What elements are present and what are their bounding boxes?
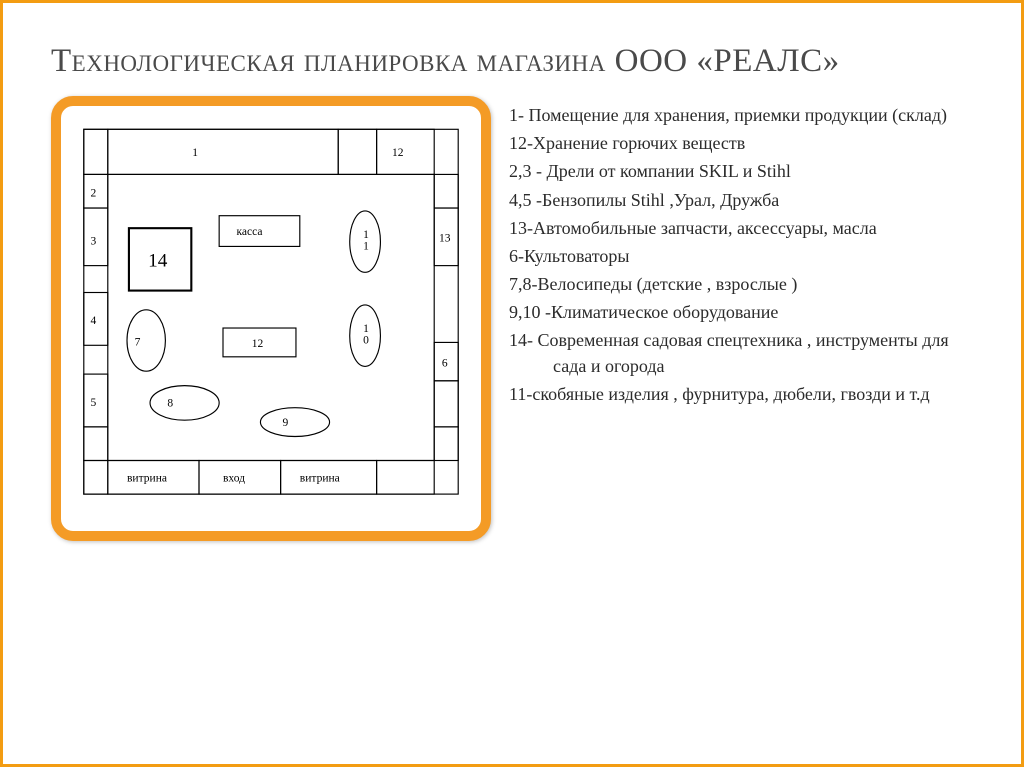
svg-text:2: 2 bbox=[91, 188, 97, 200]
legend: 1- Помещение для хранения, приемки проду… bbox=[509, 96, 973, 541]
legend-item: 9,10 -Климатическое оборудование bbox=[509, 299, 973, 325]
legend-item: 14- Современная садовая спецтехника , ин… bbox=[509, 327, 973, 379]
svg-text:витрина: витрина bbox=[300, 473, 340, 485]
legend-item: 4,5 -Бензопилы Stihl ,Урал, Дружба bbox=[509, 187, 973, 213]
svg-text:касса: касса bbox=[236, 226, 262, 238]
legend-item: 12-Хранение горючих веществ bbox=[509, 130, 973, 156]
svg-text:1: 1 bbox=[363, 241, 369, 253]
svg-text:вход: вход bbox=[223, 473, 245, 485]
svg-text:13: 13 bbox=[439, 233, 451, 245]
legend-item: 7,8-Велосипеды (детские , взрослые ) bbox=[509, 271, 973, 297]
svg-text:1: 1 bbox=[363, 229, 369, 241]
svg-text:3: 3 bbox=[91, 236, 97, 248]
svg-text:0: 0 bbox=[363, 335, 369, 347]
svg-text:14: 14 bbox=[148, 251, 168, 272]
svg-text:7: 7 bbox=[135, 337, 141, 349]
legend-item: 1- Помещение для хранения, приемки проду… bbox=[509, 102, 973, 128]
svg-text:9: 9 bbox=[283, 417, 289, 429]
svg-text:8: 8 bbox=[167, 398, 173, 410]
legend-item: 6-Культоваторы bbox=[509, 243, 973, 269]
floorplan-svg: 1122345136витринавходвитрина14касса12789… bbox=[79, 124, 463, 509]
svg-text:1: 1 bbox=[363, 323, 369, 335]
svg-text:12: 12 bbox=[252, 338, 264, 350]
svg-text:витрина: витрина bbox=[127, 473, 167, 485]
svg-text:6: 6 bbox=[442, 358, 448, 370]
legend-item: 2,3 - Дрели от компании SKIL и Stihl bbox=[509, 158, 973, 184]
svg-text:4: 4 bbox=[91, 315, 97, 327]
legend-item: 13-Автомобильные запчасти, аксессуары, м… bbox=[509, 215, 973, 241]
floorplan-frame: 1122345136витринавходвитрина14касса12789… bbox=[51, 96, 491, 541]
svg-text:12: 12 bbox=[392, 147, 404, 159]
svg-text:1: 1 bbox=[192, 147, 198, 159]
legend-item: 11-скобяные изделия , фурнитура, дюбели,… bbox=[509, 381, 973, 407]
slide-title: Технологическая планировка магазина ООО … bbox=[51, 41, 973, 82]
svg-text:5: 5 bbox=[91, 397, 97, 409]
